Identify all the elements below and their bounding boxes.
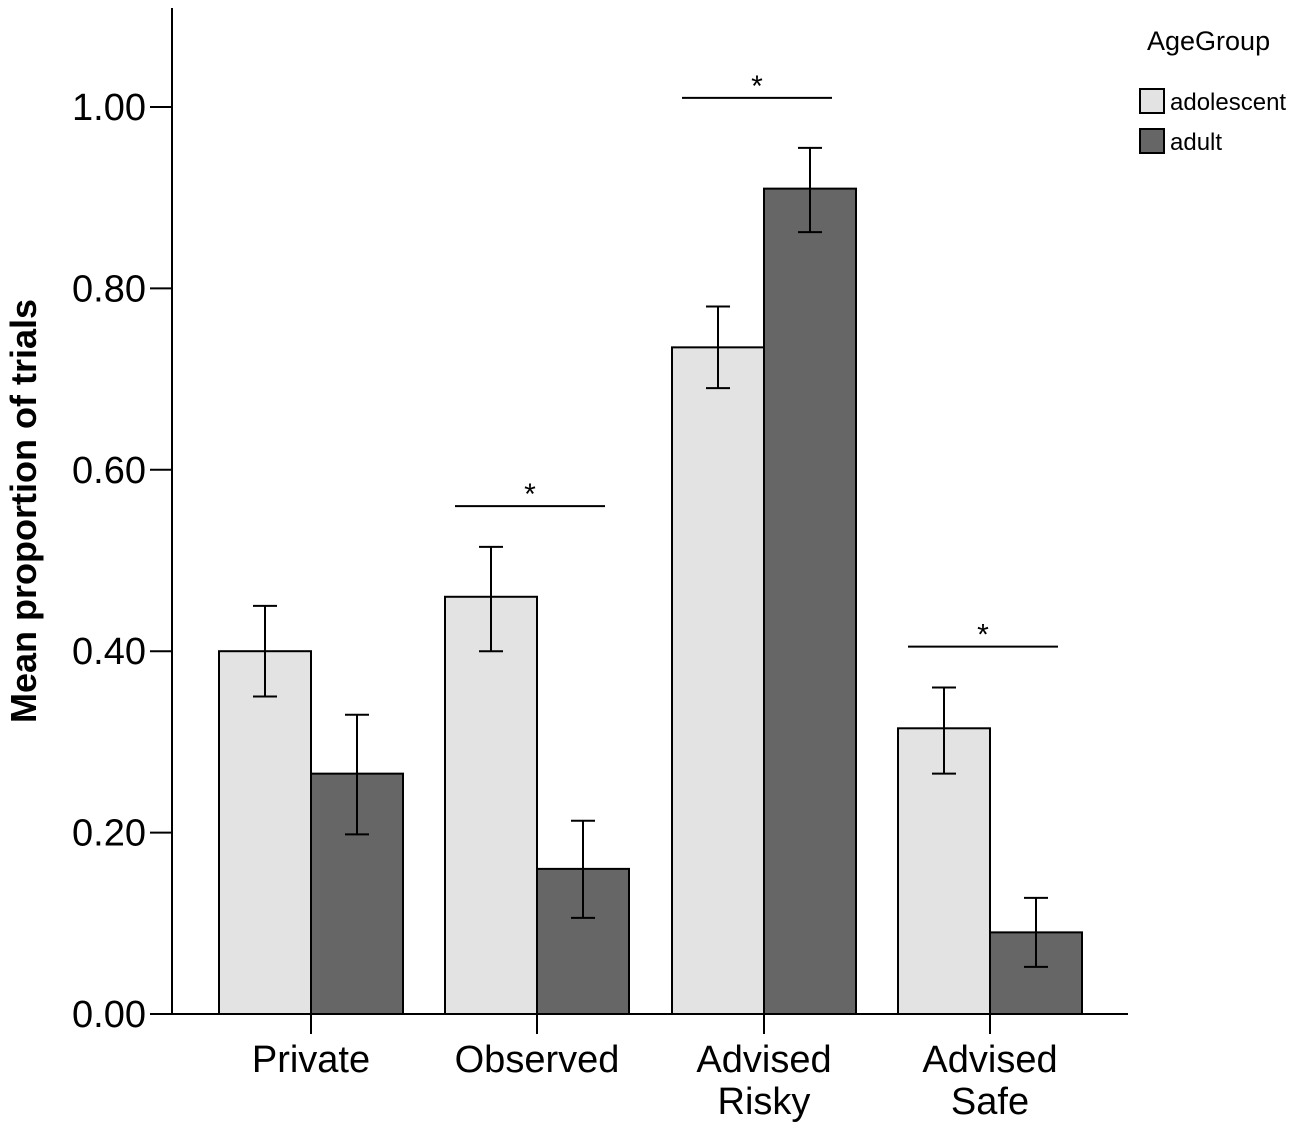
y-tick-label: 1.00 [72,87,146,129]
significance-star: * [524,478,536,511]
x-category-label: Observed [455,1039,620,1081]
x-category-label: Advised [696,1039,831,1081]
y-tick-label: 0.60 [72,450,146,492]
bar-adolescent [218,650,312,1015]
legend-swatch-adolescent [1139,88,1165,114]
x-category-label: Advised [922,1039,1057,1081]
y-tick-label: 0.00 [72,994,146,1036]
bar-adolescent [671,346,765,1016]
bar-adolescent [897,727,991,1015]
bar-adult [763,187,857,1015]
labels-group: 0.00 0.20 0.40 0.60 0.80 1.00 Private Observed A… [3,87,1058,1123]
error-bars-group [253,146,1048,968]
bars-group [218,187,1083,1016]
legend-swatch-adult [1139,128,1165,154]
legend-title: AgeGroup [1147,26,1270,56]
y-axis-title: Mean proportion of trials [3,299,44,723]
significance-star: * [977,619,989,652]
significance-star: * [751,70,763,103]
x-category-label: Safe [951,1081,1029,1123]
x-category-label: Risky [718,1081,811,1123]
legend-label-adult: adult [1170,129,1222,156]
y-tick-label: 0.40 [72,631,146,673]
bar-adolescent [444,595,538,1016]
y-tick-label: 0.20 [72,813,146,855]
legend-label-adolescent: adolescent [1170,89,1286,116]
legend: AgeGroup adolescent adult [1139,26,1286,156]
y-tick-label: 0.80 [72,268,146,310]
significance-group: * * * [455,70,1058,652]
x-category-label: Private [252,1039,370,1081]
